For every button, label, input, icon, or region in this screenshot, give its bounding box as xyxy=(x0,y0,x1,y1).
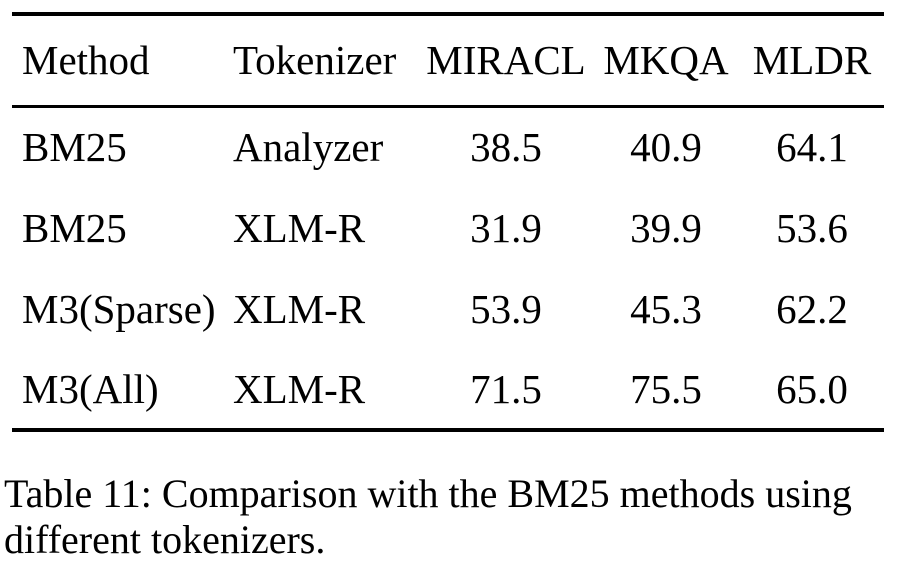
column-header-mkqa: MKQA xyxy=(603,37,729,84)
cell-miracl-score: 71.5 xyxy=(470,365,542,412)
cell-tokenizer: XLM-R xyxy=(233,365,366,412)
column-header-tokenizer: Tokenizer xyxy=(233,37,397,84)
table-row: M3(Sparse) XLM-R 53.9 45.3 62.2 xyxy=(12,268,884,349)
cell-mkqa-score: 75.5 xyxy=(630,365,702,412)
cell-mldr-score: 64.1 xyxy=(776,124,848,171)
cell-miracl-score: 53.9 xyxy=(470,285,542,332)
cell-method: BM25 xyxy=(22,124,127,171)
cell-tokenizer: Analyzer xyxy=(233,124,384,171)
table-row: BM25 Analyzer 38.5 40.9 64.1 xyxy=(12,106,884,187)
cell-method: BM25 xyxy=(22,204,127,251)
table-row: BM25 XLM-R 31.9 39.9 53.6 xyxy=(12,187,884,268)
cell-miracl-score: 38.5 xyxy=(470,124,542,171)
table-caption: Table 11: Comparison with the BM25 metho… xyxy=(4,471,852,562)
results-table: Method Tokenizer MIRACL MKQA MLDR BM25 A… xyxy=(12,12,884,432)
cell-method: M3(All) xyxy=(22,365,159,412)
cell-mkqa-score: 40.9 xyxy=(630,124,702,171)
cell-tokenizer: XLM-R xyxy=(233,285,366,332)
cell-mldr-score: 62.2 xyxy=(776,285,848,332)
column-header-miracl: MIRACL xyxy=(426,37,586,84)
column-header-mldr: MLDR xyxy=(752,37,872,84)
cell-mldr-score: 65.0 xyxy=(776,365,848,412)
cell-method: M3(Sparse) xyxy=(22,285,216,332)
cell-miracl-score: 31.9 xyxy=(470,204,542,251)
table-header-row: Method Tokenizer MIRACL MKQA MLDR xyxy=(12,14,884,106)
cell-mldr-score: 53.6 xyxy=(776,204,848,251)
table-row: M3(All) XLM-R 71.5 75.5 65.0 xyxy=(12,349,884,430)
cell-tokenizer: XLM-R xyxy=(233,204,366,251)
column-header-method: Method xyxy=(22,37,150,84)
cell-mkqa-score: 39.9 xyxy=(630,204,702,251)
cell-mkqa-score: 45.3 xyxy=(630,285,702,332)
